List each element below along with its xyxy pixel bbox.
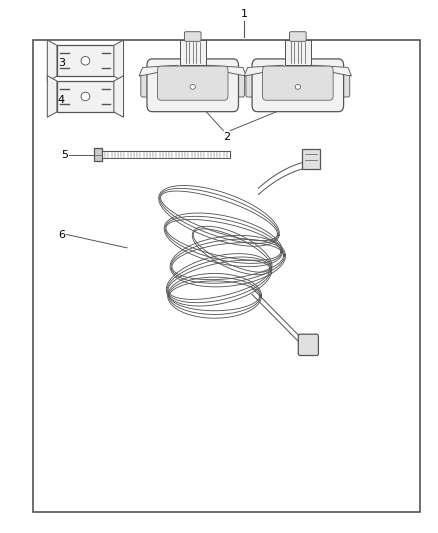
Text: 6: 6 xyxy=(58,230,65,239)
Polygon shape xyxy=(114,40,124,82)
Text: 1: 1 xyxy=(241,9,248,19)
FancyBboxPatch shape xyxy=(231,74,244,97)
FancyBboxPatch shape xyxy=(252,59,343,112)
FancyBboxPatch shape xyxy=(147,59,238,112)
FancyBboxPatch shape xyxy=(285,40,311,66)
Text: 4: 4 xyxy=(58,95,65,105)
FancyBboxPatch shape xyxy=(246,74,259,97)
FancyBboxPatch shape xyxy=(184,32,201,42)
FancyBboxPatch shape xyxy=(157,66,228,100)
Ellipse shape xyxy=(190,84,195,90)
FancyBboxPatch shape xyxy=(94,148,102,161)
FancyBboxPatch shape xyxy=(290,32,306,42)
Ellipse shape xyxy=(81,56,90,65)
FancyBboxPatch shape xyxy=(302,149,320,169)
FancyBboxPatch shape xyxy=(57,81,114,112)
Polygon shape xyxy=(47,76,57,117)
FancyBboxPatch shape xyxy=(263,66,333,100)
Text: 5: 5 xyxy=(61,150,68,159)
FancyBboxPatch shape xyxy=(298,334,318,356)
Polygon shape xyxy=(244,66,285,76)
Polygon shape xyxy=(311,66,352,76)
Ellipse shape xyxy=(81,92,90,101)
Polygon shape xyxy=(114,76,124,117)
Text: 2: 2 xyxy=(223,132,230,142)
Polygon shape xyxy=(47,40,57,82)
Bar xyxy=(33,40,420,512)
Polygon shape xyxy=(206,66,246,76)
FancyBboxPatch shape xyxy=(141,74,154,97)
FancyBboxPatch shape xyxy=(57,45,114,76)
Text: 3: 3 xyxy=(58,58,65,68)
FancyBboxPatch shape xyxy=(180,40,206,66)
FancyBboxPatch shape xyxy=(336,74,350,97)
Polygon shape xyxy=(139,66,180,76)
Ellipse shape xyxy=(295,84,300,90)
